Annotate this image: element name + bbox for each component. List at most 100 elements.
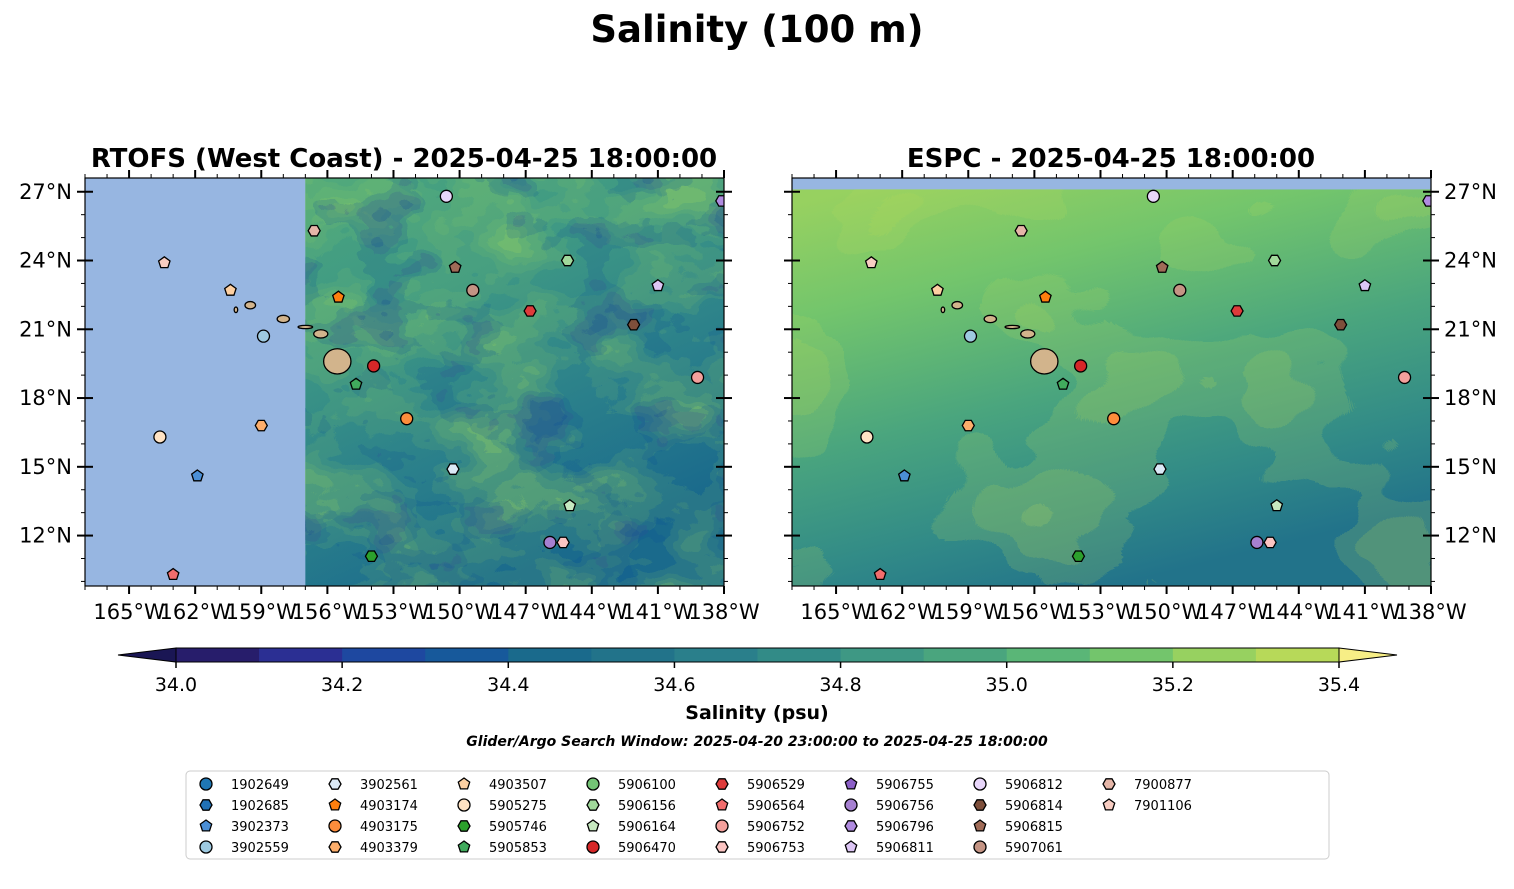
float-marker-5906756 xyxy=(543,535,557,550)
legend-label-7901106: 7901106 xyxy=(1134,799,1192,814)
island-molokai xyxy=(297,324,314,330)
x-tick-label: 138°W xyxy=(688,600,760,624)
legend-label-1902649: 1902649 xyxy=(231,778,289,793)
colorbar-tick-label: 34.8 xyxy=(819,674,861,696)
colorbar-bin xyxy=(674,648,758,662)
legend-label-5905853: 5905853 xyxy=(489,841,547,856)
legend-label-5907061: 5907061 xyxy=(1005,841,1063,856)
float-marker-5906812 xyxy=(439,189,454,203)
float-marker-3902373 xyxy=(897,469,911,482)
legend-marker-5906796 xyxy=(844,820,858,832)
float-marker-5906752 xyxy=(1397,370,1412,385)
x-tick-label: 144°W xyxy=(556,600,628,624)
float-markers-rtofs xyxy=(153,189,724,581)
legend-marker-5905853 xyxy=(457,840,471,853)
panel-title-rtofs: RTOFS (West Coast) - 2025-04-25 18:00:00 xyxy=(91,144,717,174)
salinity-field-espc xyxy=(792,189,1431,586)
y-tick-label: 12°N xyxy=(19,524,72,548)
float-marker-4903175 xyxy=(400,412,414,426)
legend-label-5905275: 5905275 xyxy=(489,799,547,814)
float-marker-5907061 xyxy=(466,283,480,297)
legend-label-5906156: 5906156 xyxy=(618,799,676,814)
float-marker-5906164 xyxy=(1270,498,1284,512)
legend-marker-5906100 xyxy=(586,777,600,791)
float-marker-3902559 xyxy=(963,329,978,343)
float-marker-5906814 xyxy=(1333,318,1348,331)
legend-label-5906564: 5906564 xyxy=(747,799,805,814)
colorbar-tick-label: 34.6 xyxy=(653,674,695,696)
legend-label-3902561: 3902561 xyxy=(360,778,418,793)
map-panel-espc: ESPC - 2025-04-25 18:00:00 165°W162°W159… xyxy=(784,144,1497,624)
island-hawaii xyxy=(322,348,352,375)
legend-label-5906812: 5906812 xyxy=(1005,778,1063,793)
map-panel-rtofs: RTOFS (West Coast) - 2025-04-25 18:00:00… xyxy=(19,144,760,624)
float-marker-5906564 xyxy=(873,567,887,581)
colorbar-tick-label: 35.4 xyxy=(1318,674,1360,696)
y-tick-label: 24°N xyxy=(1444,249,1497,273)
colorbar-frame xyxy=(175,647,1340,663)
legend-marker-5905275 xyxy=(457,798,471,812)
x-tick-label: 141°W xyxy=(622,600,694,624)
legend-label-5905746: 5905746 xyxy=(489,820,547,835)
legend-label-5906796: 5906796 xyxy=(876,820,934,835)
island-oahu xyxy=(276,314,291,324)
island-kauai xyxy=(951,300,964,310)
legend-marker-5906811 xyxy=(844,840,858,853)
salinity-field-rtofs xyxy=(305,178,724,586)
colorbar-bin xyxy=(425,648,509,662)
legend-marker-5906812 xyxy=(973,777,987,791)
float-marker-7901106 xyxy=(157,256,171,269)
colorbar-bin xyxy=(757,648,842,662)
legend-marker-1902649 xyxy=(199,777,213,791)
y-tick-label: 21°N xyxy=(19,317,72,341)
x-tick-label: 156°W xyxy=(999,600,1071,624)
legend-marker-5906756 xyxy=(844,798,858,812)
figure-title: Salinity (100 m) xyxy=(590,8,923,51)
legend-marker-1902685 xyxy=(199,799,213,811)
float-marker-5906564 xyxy=(166,567,180,581)
colorbar-bin xyxy=(923,648,1008,662)
x-tick-label: 150°W xyxy=(424,600,496,624)
y-tick-label: 24°N xyxy=(19,249,72,273)
x-tick-label: 156°W xyxy=(292,600,364,624)
colorbar-bin xyxy=(1255,648,1340,662)
x-tick-label: 165°W xyxy=(800,600,872,624)
float-marker-5905275 xyxy=(860,430,874,444)
legend-label-3902373: 3902373 xyxy=(231,820,289,835)
legend-marker-5906529 xyxy=(715,778,729,790)
x-tick-label: 159°W xyxy=(226,600,298,624)
legend-marker-5907061 xyxy=(973,840,987,854)
legend-marker-5906753 xyxy=(715,841,729,853)
island-maui xyxy=(313,329,329,339)
float-marker-7900877 xyxy=(1014,224,1028,237)
x-tick-label: 165°W xyxy=(93,600,165,624)
colorbar-bin xyxy=(508,648,592,662)
colorbar-bin xyxy=(840,648,925,662)
float-markers-espc xyxy=(860,189,1431,581)
island-kauai xyxy=(244,300,257,310)
float-marker-3902561 xyxy=(1153,463,1167,475)
legend-label-3902559: 3902559 xyxy=(231,841,289,856)
float-marker-5905275 xyxy=(153,430,167,444)
float-marker-5906814 xyxy=(626,318,641,331)
y-tick-label: 18°N xyxy=(19,386,72,410)
float-marker-5906815 xyxy=(448,260,462,273)
legend-marker-5906470 xyxy=(586,840,600,854)
island-oahu xyxy=(983,314,998,324)
x-tick-label: 162°W xyxy=(866,600,938,624)
float-marker-5905853 xyxy=(349,377,363,390)
y-tick-label: 15°N xyxy=(1444,455,1497,479)
float-marker-5906529 xyxy=(1230,305,1244,317)
legend-marker-5905746 xyxy=(457,820,471,832)
colorbar-tick-label: 35.0 xyxy=(986,674,1028,696)
float-marker-7900877 xyxy=(307,224,321,237)
float-marker-5906470 xyxy=(1074,359,1088,373)
colorbar-bin xyxy=(591,648,675,662)
legend-label-1902685: 1902685 xyxy=(231,799,289,814)
colorbar-bin xyxy=(1089,648,1174,662)
legend-marker-3902559 xyxy=(199,840,213,854)
legend-label-4903379: 4903379 xyxy=(360,841,418,856)
float-marker-5906470 xyxy=(367,359,381,373)
y-tick-label: 27°N xyxy=(1444,180,1497,204)
legend-marker-4903507 xyxy=(457,777,471,790)
